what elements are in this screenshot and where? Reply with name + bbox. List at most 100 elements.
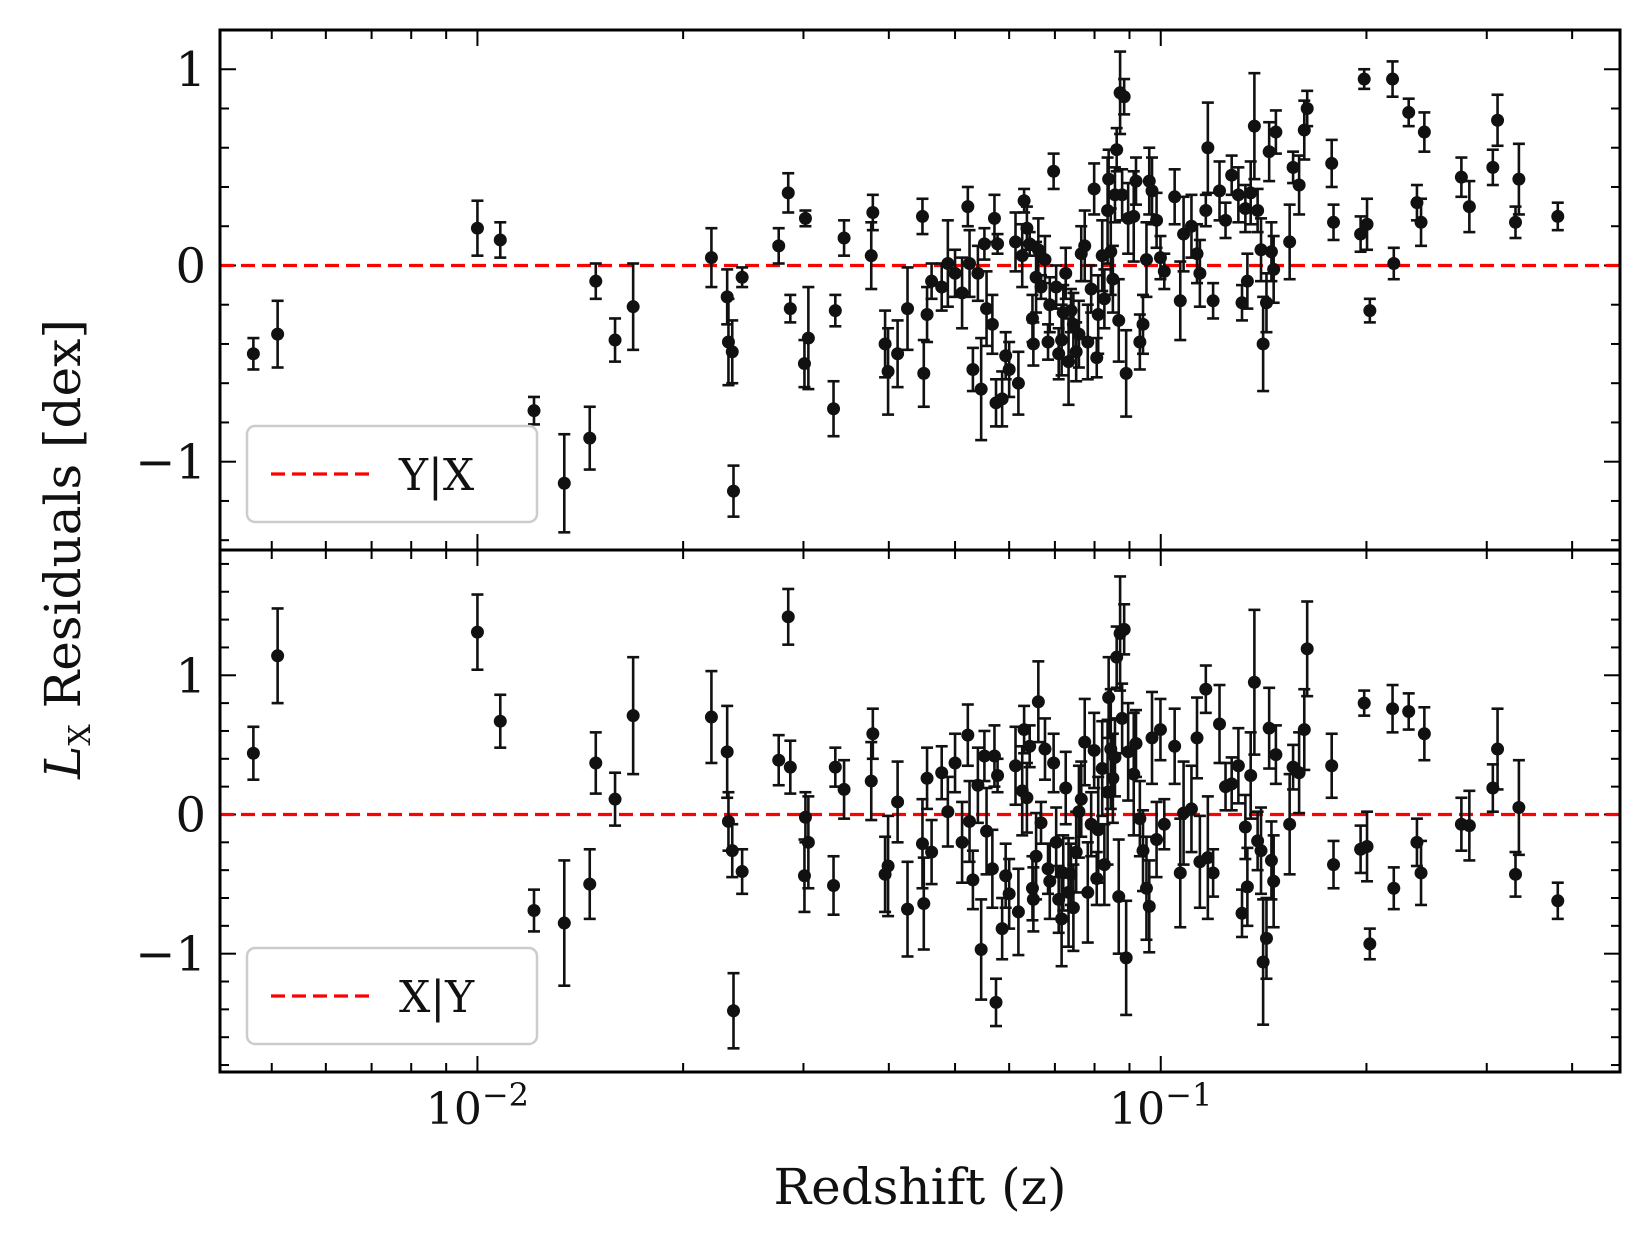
data-point <box>1357 689 1371 717</box>
data-point <box>1047 732 1061 794</box>
point-marker <box>589 756 603 770</box>
point-marker <box>827 402 841 416</box>
point-marker <box>866 205 880 219</box>
point-marker <box>901 902 915 916</box>
point-marker <box>963 814 977 828</box>
data-point <box>1011 867 1025 957</box>
point-marker <box>1115 188 1129 202</box>
legend-box <box>245 946 539 1046</box>
point-marker <box>1117 90 1131 104</box>
point-marker <box>704 710 718 724</box>
data-point <box>1115 682 1129 755</box>
point-marker <box>828 760 842 774</box>
data-point <box>1417 705 1431 762</box>
point-marker <box>915 209 929 223</box>
point-marker <box>1145 731 1159 745</box>
data-point <box>864 221 878 291</box>
point-marker <box>1017 194 1031 208</box>
point-marker <box>974 943 988 957</box>
point-marker <box>783 302 797 316</box>
point-marker <box>991 237 1005 251</box>
data-point <box>727 464 741 518</box>
point-marker <box>925 845 939 859</box>
point-marker <box>1139 253 1153 267</box>
data-point <box>1041 323 1055 361</box>
point-marker <box>1136 317 1150 331</box>
point-marker <box>1325 156 1339 170</box>
data-point <box>1081 303 1095 381</box>
point-marker <box>1360 217 1374 231</box>
point-marker <box>1142 899 1156 913</box>
point-marker <box>955 835 969 849</box>
data-point <box>783 293 797 324</box>
point-marker <box>1238 202 1252 216</box>
data-point <box>941 219 955 308</box>
data-point <box>1240 252 1254 310</box>
data-point <box>1363 297 1377 324</box>
data-point <box>917 338 931 409</box>
point-marker <box>1417 125 1431 139</box>
point-marker <box>1267 262 1281 276</box>
point-marker <box>966 873 980 887</box>
point-marker <box>1292 178 1306 192</box>
point-marker <box>915 837 929 851</box>
data-point <box>1327 203 1341 242</box>
data-point <box>1110 126 1124 173</box>
data-point <box>470 593 484 672</box>
point-marker <box>1015 249 1029 263</box>
point-marker <box>1055 333 1069 347</box>
data-point <box>1025 293 1039 344</box>
point-marker <box>1414 866 1428 880</box>
data-point <box>1300 89 1314 128</box>
data-point <box>783 739 797 795</box>
data-point <box>977 729 991 783</box>
data-point <box>989 977 1003 1028</box>
data-point <box>493 221 507 259</box>
point-marker <box>1119 366 1133 380</box>
point-marker <box>1462 819 1476 833</box>
data-point <box>1454 156 1468 199</box>
data-point <box>1074 760 1088 839</box>
point-marker <box>864 249 878 263</box>
point-marker <box>1235 906 1249 920</box>
data-point <box>1201 795 1215 921</box>
point-marker <box>1259 296 1273 310</box>
point-marker <box>1327 858 1341 872</box>
data-point <box>493 693 507 749</box>
data-point <box>1267 834 1281 929</box>
point-marker <box>1102 172 1116 186</box>
data-point <box>866 193 880 232</box>
data-point <box>1247 608 1261 756</box>
point-marker <box>589 274 603 288</box>
data-point <box>1354 824 1368 875</box>
point-marker <box>1417 727 1431 741</box>
bottom-panel: −1 0 1 10−2 10−1 X|Y <box>135 548 1622 1135</box>
point-marker <box>1512 801 1526 815</box>
point-marker <box>1102 691 1116 705</box>
data-point <box>583 405 597 471</box>
data-point <box>470 199 484 257</box>
data-point <box>1084 264 1098 314</box>
point-marker <box>246 347 260 361</box>
data-point <box>1486 763 1500 813</box>
data-point <box>1486 148 1500 187</box>
point-marker <box>1235 296 1249 310</box>
data-point <box>1059 246 1073 301</box>
data-point <box>1417 111 1431 153</box>
data-point <box>798 209 812 228</box>
point-marker <box>1213 717 1227 731</box>
data-point <box>1095 719 1109 818</box>
data-point <box>980 270 994 348</box>
data-point <box>1150 800 1164 879</box>
data-point <box>1055 870 1069 968</box>
point-marker <box>1047 756 1061 770</box>
data-point <box>589 731 603 795</box>
point-marker <box>1025 881 1039 895</box>
point-marker <box>1011 376 1025 390</box>
legend: X|Y <box>245 946 539 1046</box>
point-marker <box>1219 213 1233 227</box>
point-marker <box>1066 901 1080 915</box>
point-marker <box>1157 817 1171 831</box>
point-marker <box>608 792 622 806</box>
data-point <box>966 346 980 393</box>
